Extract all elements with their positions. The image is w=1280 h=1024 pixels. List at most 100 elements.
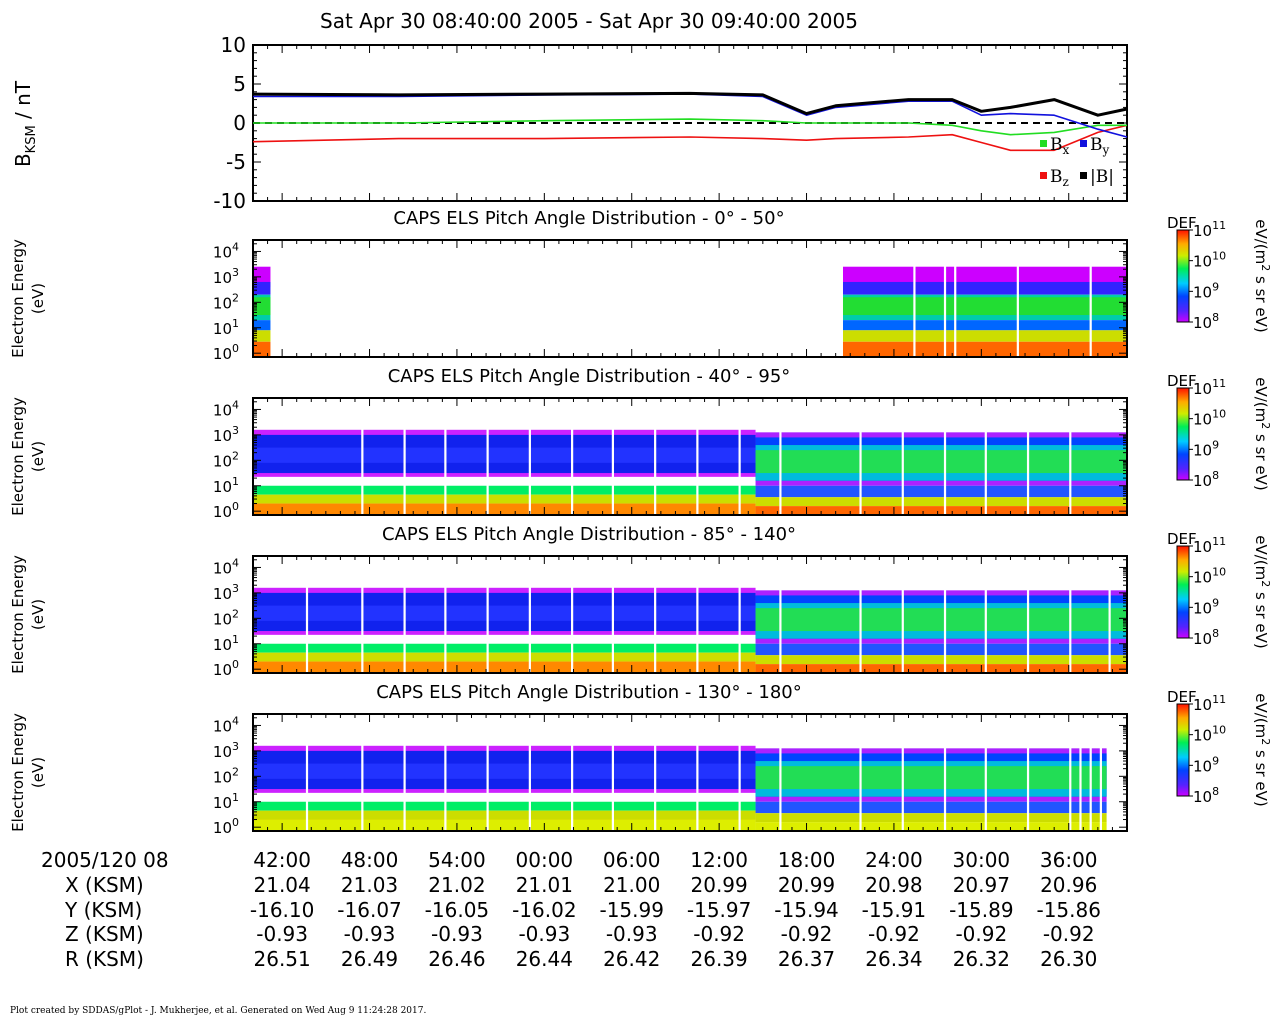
data-gap	[403, 398, 406, 515]
ephemeris-time: 30:00	[952, 848, 1011, 872]
data-gap	[984, 556, 987, 673]
data-gap	[696, 714, 699, 831]
band-blue-low	[253, 320, 271, 331]
ephemeris-value: 21.03	[340, 873, 399, 897]
mag-series-bz	[252, 124, 1128, 152]
ephemeris-time-row: 2005/120 08 42:00 48:00 54:00 00:00 06:00 12:…	[0, 848, 1280, 873]
band-yellow	[842, 330, 1127, 342]
data-gap	[913, 240, 916, 357]
data-gap	[1016, 240, 1019, 357]
colorbar-tick-label: 108	[1193, 627, 1219, 648]
data-gap	[1026, 398, 1030, 515]
ephemeris-row: R (KSM) 26.51 26.49 26.46 26.44 26.42 26.39 26.…	[0, 947, 1280, 972]
band-blue	[253, 281, 271, 295]
colorbar-tick-label: 108	[1193, 469, 1219, 490]
ephemeris-row: X (KSM) 21.04 21.03 21.02 21.01 21.00 20.99 20.…	[0, 873, 1280, 898]
mag-series-btot	[252, 91, 1128, 117]
data-gap	[1026, 556, 1030, 673]
colorbar-tick-label: 1010	[1193, 408, 1226, 429]
data-gap	[943, 714, 947, 831]
legend-label-bx: Bx	[1050, 135, 1070, 157]
ephemeris-row-label: X (KSM)	[65, 873, 144, 897]
band-left-core	[253, 763, 756, 779]
spec-ytick-label: 104	[213, 398, 239, 419]
ephemeris-value: 21.04	[253, 873, 311, 897]
band-left-gap	[253, 796, 756, 802]
spectrogram-data	[253, 429, 1127, 515]
footer-credit: Plot created by SDDAS/gPlot - J. Mukherj…	[10, 1006, 427, 1016]
colorbar-tick-label: 109	[1193, 754, 1219, 775]
data-gap	[444, 714, 447, 831]
spec-ytick-label: 103	[213, 424, 239, 445]
ephemeris-time: 18:00	[777, 848, 836, 872]
band-left-core	[253, 605, 756, 621]
data-gap	[859, 556, 862, 673]
spec-ytick-label: 103	[213, 740, 239, 761]
spec-ytick-label: 103	[213, 582, 239, 603]
spectrogram-data	[253, 587, 1127, 673]
colorbar-unit: eV/(m2 s sr eV)	[1252, 535, 1272, 648]
ephemeris-value: 26.51	[253, 946, 311, 971]
data-gap	[1069, 714, 1072, 831]
mag-ytick-label: 0	[233, 111, 246, 135]
spec-ytick-label: 103	[213, 266, 239, 287]
spectrogram-title: CAPS ELS Pitch Angle Distribution - 40° …	[388, 366, 791, 387]
ephemeris-value: -16.02	[512, 897, 577, 922]
spectrogram-title: CAPS ELS Pitch Angle Distribution - 85° …	[382, 524, 796, 545]
band-left-yellow	[253, 494, 756, 504]
band-right-orange	[755, 506, 1127, 515]
data-gap	[901, 398, 904, 515]
band-left-green	[253, 485, 756, 495]
ephemeris-value: -0.92	[780, 922, 833, 946]
spectrogram-panel-1: CAPS ELS Pitch Angle Distribution - 0° -…	[9, 208, 1128, 363]
band-left-yellow-bottom	[253, 819, 756, 831]
ephemeris-value: -16.10	[249, 897, 315, 922]
ephemeris-value: -0.93	[518, 922, 571, 946]
ephemeris-row-label: Z (KSM)	[65, 922, 144, 946]
spec-yunit: (eV)	[29, 441, 47, 472]
spec-ytick-label: 102	[213, 291, 239, 312]
ephemeris-row-label: R (KSM)	[65, 946, 144, 971]
colorbar-tick-label: 1010	[1193, 724, 1226, 745]
data-gap	[859, 398, 862, 515]
ephemeris-value: 20.98	[865, 873, 923, 897]
ephemeris-value: -15.89	[949, 897, 1014, 922]
ephemeris-value: -0.93	[431, 922, 483, 946]
legend-swatch-bz	[1040, 172, 1047, 179]
spectrogram-panels: CAPS ELS Pitch Angle Distribution - 0° -…	[9, 208, 1128, 837]
spec-ytick-label: 104	[213, 240, 239, 261]
ephemeris-value: 20.96	[1040, 873, 1098, 897]
band-left-orange	[253, 503, 756, 515]
spec-ylabel: Electron Energy	[9, 713, 27, 832]
data-gap	[361, 556, 364, 673]
data-gap	[943, 556, 947, 673]
ephemeris-value: -15.97	[686, 897, 752, 922]
colorbar-tick-label: 1011	[1193, 377, 1226, 398]
data-gap	[1108, 556, 1111, 673]
band-right-yellow	[755, 655, 1127, 665]
colorbar-label: DEF	[1167, 214, 1197, 232]
spectrogram-panel-3: CAPS ELS Pitch Angle Distribution - 85° …	[9, 524, 1128, 679]
data-gap	[1089, 240, 1092, 357]
band-orange	[842, 341, 1127, 357]
data-gap	[738, 714, 741, 831]
ephemeris-value: 20.97	[952, 873, 1010, 897]
legend-label-bz: Bz	[1050, 167, 1069, 189]
spec-ytick-label: 101	[213, 317, 239, 338]
data-gap	[571, 714, 574, 831]
band-green	[842, 297, 1127, 316]
colorbar-gradient	[1176, 229, 1190, 323]
data-gap	[779, 398, 782, 515]
ephemeris-value: -0.93	[343, 922, 396, 946]
data-gap	[305, 714, 309, 831]
data-gap	[444, 398, 447, 515]
band-right-yellow	[755, 813, 1107, 823]
ephemeris-value: 20.99	[690, 873, 748, 897]
data-gap	[696, 398, 699, 515]
spec-ytick-label: 101	[213, 475, 239, 496]
ephemeris-time: 00:00	[515, 848, 574, 872]
spec-ytick-label: 102	[213, 607, 239, 628]
spec-yunit: (eV)	[29, 283, 47, 314]
spec-ytick-label: 101	[213, 791, 239, 812]
